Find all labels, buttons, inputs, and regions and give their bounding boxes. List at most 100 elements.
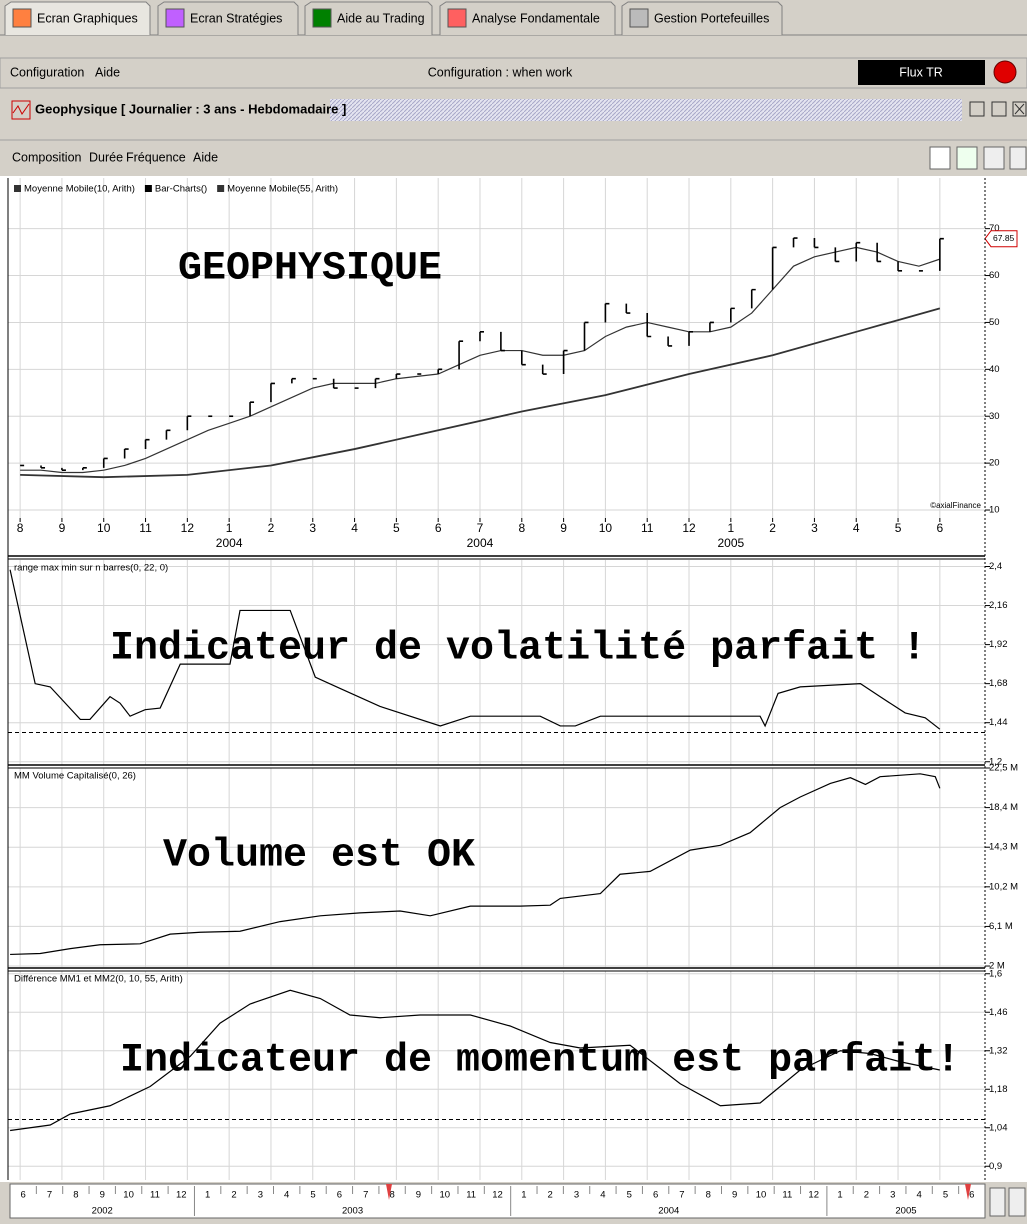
price-bar xyxy=(562,349,568,375)
navigator-month[interactable]: 4 xyxy=(600,1190,605,1201)
navigator-month[interactable]: 11 xyxy=(466,1190,476,1201)
submenu-item[interactable]: Aide xyxy=(193,150,218,164)
menu-item[interactable]: Aide xyxy=(95,65,120,79)
submenu-item[interactable]: Durée xyxy=(89,150,123,164)
nav-button[interactable] xyxy=(989,1187,1006,1217)
navigator-month[interactable]: 12 xyxy=(176,1190,187,1201)
price-bar xyxy=(834,247,840,263)
x-tick-label: 8 xyxy=(17,521,24,535)
window-button[interactable] xyxy=(969,101,985,117)
price-bar xyxy=(646,313,652,338)
tab[interactable] xyxy=(621,1,783,35)
tab-icon xyxy=(629,8,649,28)
navigator-month[interactable]: 2 xyxy=(231,1190,236,1201)
y-tick-label: 60 xyxy=(989,270,1000,281)
navigator-month[interactable]: 8 xyxy=(706,1190,711,1201)
x-tick-label: 4 xyxy=(351,521,358,535)
menu-bar xyxy=(0,57,1027,89)
navigator-month[interactable]: 3 xyxy=(258,1190,263,1201)
range-marker[interactable] xyxy=(965,1184,971,1200)
toolbar-icon[interactable] xyxy=(929,146,951,170)
window-button[interactable] xyxy=(991,101,1007,117)
window-close[interactable] xyxy=(1012,101,1027,117)
menu-item[interactable]: Configuration xyxy=(10,65,84,79)
navigator-month[interactable]: 3 xyxy=(890,1190,895,1201)
navigator-month[interactable]: 5 xyxy=(627,1190,632,1201)
tab-label[interactable]: Gestion Portefeuilles xyxy=(654,11,769,25)
navigator-month[interactable]: 10 xyxy=(756,1190,767,1201)
feed-label: Flux TR xyxy=(899,65,943,79)
tab-label[interactable]: Ecran Stratégies xyxy=(190,11,282,25)
x-tick-label: 10 xyxy=(599,521,613,535)
submenu-item[interactable]: Fréquence xyxy=(126,150,186,164)
tab[interactable] xyxy=(304,1,433,35)
navigator-month[interactable]: 9 xyxy=(100,1190,105,1201)
tab[interactable] xyxy=(4,1,151,35)
x-tick-label: 12 xyxy=(682,521,696,535)
tab-label[interactable]: Aide au Trading xyxy=(337,11,425,25)
navigator-month[interactable]: 11 xyxy=(782,1190,792,1201)
navigator-month[interactable]: 7 xyxy=(363,1190,368,1201)
navigator-month[interactable]: 6 xyxy=(969,1190,974,1201)
navigator-month[interactable]: 2 xyxy=(548,1190,553,1201)
price-bar xyxy=(583,321,589,351)
tab-label[interactable]: Analyse Fondamentale xyxy=(472,11,600,25)
navigator-year: 2005 xyxy=(895,1206,916,1217)
navigator-year: 2004 xyxy=(658,1206,679,1217)
navigator-year: 2002 xyxy=(92,1206,113,1217)
y-tick-label: 6,1 M xyxy=(989,921,1013,932)
navigator-month[interactable]: 6 xyxy=(653,1190,658,1201)
feed-status-light[interactable] xyxy=(993,60,1017,84)
toolbar-icon[interactable] xyxy=(956,146,978,170)
price-bar xyxy=(332,378,338,389)
navigator-month[interactable]: 4 xyxy=(916,1190,921,1201)
navigator-month[interactable]: 11 xyxy=(150,1190,160,1201)
navigator[interactable] xyxy=(9,1183,986,1219)
submenu-item[interactable]: Composition xyxy=(12,150,82,164)
toolbar-icon[interactable] xyxy=(1009,146,1027,170)
tab[interactable] xyxy=(439,1,616,35)
navigator-month[interactable]: 7 xyxy=(679,1190,684,1201)
navigator-month[interactable]: 6 xyxy=(21,1190,26,1201)
price-bar xyxy=(667,336,673,347)
window-icon-line xyxy=(12,103,30,115)
navigator-month[interactable]: 2 xyxy=(864,1190,869,1201)
navigator-month[interactable]: 12 xyxy=(808,1190,819,1201)
y-tick-label: 10,2 M xyxy=(989,881,1018,892)
navigator-month[interactable]: 5 xyxy=(943,1190,948,1201)
navigator-month[interactable]: 8 xyxy=(73,1190,78,1201)
tab-label[interactable]: Ecran Graphiques xyxy=(37,11,138,25)
navigator-month[interactable]: 12 xyxy=(492,1190,503,1201)
price-bar xyxy=(291,377,296,384)
navigator-month[interactable]: 10 xyxy=(440,1190,451,1201)
navigator-month[interactable]: 1 xyxy=(837,1190,842,1201)
navigator-month[interactable]: 5 xyxy=(310,1190,315,1201)
x-tick-label: 4 xyxy=(853,521,860,535)
y-tick-label: 22,5 M xyxy=(989,763,1018,774)
navigator-month[interactable]: 1 xyxy=(521,1190,526,1201)
feed-box[interactable] xyxy=(858,60,985,85)
tab[interactable] xyxy=(157,1,299,35)
navigator-month[interactable]: 7 xyxy=(47,1190,52,1201)
x-tick-label: 8 xyxy=(518,521,525,535)
range-marker[interactable] xyxy=(386,1184,392,1200)
x-tick-label: 9 xyxy=(59,521,66,535)
navigator-month[interactable]: 9 xyxy=(732,1190,737,1201)
toolbar-icon[interactable] xyxy=(983,146,1005,170)
navigator-month[interactable]: 8 xyxy=(389,1190,394,1201)
navigator-month[interactable]: 3 xyxy=(574,1190,579,1201)
navigator-month[interactable]: 10 xyxy=(123,1190,134,1201)
navigator-month[interactable]: 6 xyxy=(337,1190,342,1201)
price-bar xyxy=(186,415,192,431)
price-bar xyxy=(144,438,150,450)
nav-button[interactable] xyxy=(1008,1187,1026,1217)
x-tick-label: 12 xyxy=(181,521,195,535)
navigator-month[interactable]: 9 xyxy=(416,1190,421,1201)
navigator-month[interactable]: 1 xyxy=(205,1190,210,1201)
price-bar xyxy=(813,238,819,249)
price-bar xyxy=(792,237,798,248)
price-bar xyxy=(458,340,464,370)
y-tick-label: 1,46 xyxy=(989,1007,1008,1018)
navigator-month[interactable]: 4 xyxy=(284,1190,289,1201)
